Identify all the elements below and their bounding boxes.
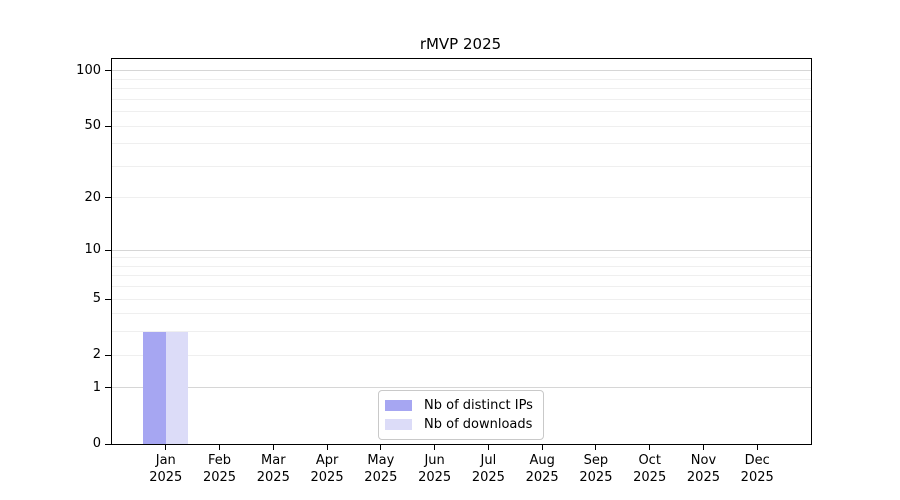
- y-tick-label: 0: [92, 436, 101, 451]
- plot-area: 0 1 2 5 10 20 50 100 Jan 2025 Feb 2025 Mar 2025 Apr 202…: [76, 58, 812, 485]
- x-tick: [541, 444, 543, 450]
- x-tick-label: Sep 2025: [566, 452, 626, 486]
- gridline: [112, 98, 811, 100]
- legend-label-distinct-ips: Nb of distinct IPs: [424, 398, 533, 413]
- legend-label-downloads: Nb of downloads: [424, 417, 533, 432]
- x-tick-label-year: 2025: [740, 470, 774, 485]
- legend-swatch-distinct-ips-icon: [385, 400, 412, 411]
- x-tick-label: Apr 2025: [297, 452, 357, 486]
- gridline: [112, 265, 811, 267]
- x-tick-label: Mar 2025: [243, 452, 303, 486]
- legend: Nb of distinct IPs Nb of downloads: [378, 390, 544, 440]
- gridline: [112, 78, 811, 80]
- gridline: [112, 70, 811, 72]
- legend-item: Nb of downloads: [385, 415, 533, 434]
- y-tick: [105, 298, 111, 300]
- chart-title: rMVP 2025: [419, 35, 502, 53]
- y-tick-label: 5: [92, 291, 101, 307]
- bar-distinct-ips-0: [143, 331, 166, 444]
- gridline: [112, 387, 811, 389]
- gridline: [112, 331, 811, 333]
- x-tick-label: May 2025: [351, 452, 411, 486]
- y-tick-label: 2: [92, 347, 101, 363]
- x-tick-label-year: 2025: [686, 470, 720, 485]
- gridline: [112, 275, 811, 277]
- gridline: [112, 88, 811, 90]
- x-tick: [595, 444, 597, 450]
- x-tick-label: Jul 2025: [458, 452, 518, 486]
- y-tick: [105, 249, 111, 251]
- x-tick-label-year: 2025: [202, 470, 237, 485]
- y-tick: [105, 354, 111, 356]
- x-tick-label-year: 2025: [310, 470, 344, 485]
- x-tick: [702, 444, 704, 450]
- x-tick: [487, 444, 489, 450]
- gridline: [112, 257, 811, 259]
- x-tick-label-year: 2025: [418, 470, 452, 485]
- x-tick: [219, 444, 221, 450]
- x-tick-label: Feb 2025: [190, 452, 250, 486]
- legend-item: Nb of distinct IPs: [385, 396, 533, 415]
- x-tick-label-year: 2025: [256, 470, 290, 485]
- gridline: [112, 125, 811, 127]
- legend-swatch-downloads-icon: [385, 419, 412, 430]
- y-tick-label: 50: [84, 118, 101, 134]
- gridline: [112, 197, 811, 199]
- y-tick-label: 10: [84, 242, 101, 258]
- gridline: [112, 286, 811, 288]
- gridline: [112, 143, 811, 145]
- gridline: [112, 313, 811, 315]
- y-tick-label: 1: [92, 379, 101, 395]
- x-tick: [434, 444, 436, 450]
- y-tick: [105, 125, 111, 127]
- x-tick-label: Nov 2025: [673, 452, 733, 486]
- x-tick: [649, 444, 651, 450]
- x-tick-label-year: 2025: [364, 470, 398, 485]
- x-tick-label: Jun 2025: [405, 452, 465, 486]
- x-tick-label: Dec 2025: [727, 452, 787, 486]
- y-tick: [105, 70, 111, 72]
- x-tick-label-year: 2025: [149, 470, 183, 485]
- x-tick-label-year: 2025: [525, 470, 559, 485]
- gridline: [112, 111, 811, 113]
- y-tick-label: 20: [84, 189, 101, 205]
- bar-downloads-0: [165, 331, 189, 444]
- x-tick-label: Oct 2025: [620, 452, 680, 486]
- x-tick-label-year: 2025: [471, 470, 505, 485]
- y-tick-label: 100: [76, 62, 101, 78]
- gridline: [112, 165, 811, 167]
- x-tick: [326, 444, 328, 450]
- y-tick: [105, 387, 111, 389]
- y-tick: [105, 197, 111, 199]
- x-tick-label-year: 2025: [579, 470, 613, 485]
- x-tick: [272, 444, 274, 450]
- x-tick: [165, 444, 167, 450]
- gridline: [112, 298, 811, 300]
- x-tick-label-year: 2025: [633, 470, 667, 485]
- gridline: [112, 354, 811, 356]
- y-tick: [105, 443, 111, 445]
- x-tick: [756, 444, 758, 450]
- x-tick: [380, 444, 382, 450]
- x-tick-label: Jan 2025: [136, 452, 196, 486]
- x-tick-label: Aug 2025: [512, 452, 572, 486]
- gridline: [112, 249, 811, 251]
